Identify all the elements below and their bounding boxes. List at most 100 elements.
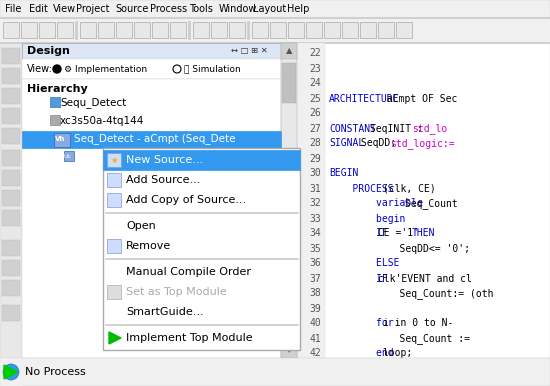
Text: SIGNAL: SIGNAL: [329, 139, 364, 149]
Bar: [105, 324, 298, 325]
Bar: [134, 22, 150, 38]
Bar: [306, 22, 322, 38]
Bar: [270, 22, 286, 38]
Bar: [2, 108, 20, 124]
Text: loop;: loop;: [377, 349, 412, 359]
Bar: [0, 0, 550, 18]
Bar: [360, 22, 376, 38]
Text: 30: 30: [309, 169, 321, 178]
Text: 📷 Simulation: 📷 Simulation: [184, 64, 241, 73]
Text: 36: 36: [309, 259, 321, 269]
Bar: [75, 21, 77, 39]
Bar: [103, 150, 300, 170]
Bar: [107, 239, 121, 253]
Bar: [2, 88, 20, 104]
Text: std_lo: std_lo: [411, 123, 447, 134]
Bar: [105, 258, 298, 259]
Bar: [0, 42, 550, 43]
Text: View:: View:: [27, 64, 53, 74]
Text: Hierarchy: Hierarchy: [27, 84, 88, 94]
Text: Vh: Vh: [55, 136, 65, 142]
Text: 33: 33: [309, 213, 321, 223]
Text: 38: 38: [309, 288, 321, 298]
Text: begin: begin: [329, 213, 405, 223]
Text: 34: 34: [309, 229, 321, 239]
Text: std_logic:=: std_logic:=: [390, 138, 454, 149]
Bar: [22, 131, 281, 148]
Circle shape: [3, 364, 19, 380]
Bar: [2, 210, 20, 226]
Bar: [297, 43, 325, 358]
Bar: [116, 22, 132, 38]
Bar: [98, 22, 114, 38]
Text: ▲: ▲: [286, 46, 292, 56]
Text: 41: 41: [309, 334, 321, 344]
Text: 37: 37: [309, 274, 321, 283]
Bar: [64, 151, 74, 161]
Bar: [103, 148, 300, 350]
Text: No Process: No Process: [25, 367, 86, 377]
Text: 31: 31: [309, 183, 321, 193]
Bar: [2, 68, 20, 84]
Text: Tools: Tools: [189, 4, 213, 14]
Text: ★: ★: [110, 156, 118, 164]
Text: ▼: ▼: [286, 345, 292, 354]
Text: 28: 28: [309, 139, 321, 149]
Bar: [281, 43, 297, 358]
Text: i in 0 to N-: i in 0 to N-: [377, 318, 453, 328]
Bar: [2, 150, 20, 166]
Text: Add Source...: Add Source...: [126, 175, 200, 185]
Text: Seq_Detect - aCmpt (Seq_Dete: Seq_Detect - aCmpt (Seq_Dete: [74, 134, 235, 144]
Text: ARCHITECTURE: ARCHITECTURE: [329, 93, 399, 103]
Bar: [2, 240, 20, 256]
Text: variable: variable: [329, 198, 423, 208]
Text: Edit: Edit: [29, 4, 48, 14]
Bar: [2, 128, 20, 144]
Text: BEGIN: BEGIN: [329, 169, 359, 178]
Bar: [80, 22, 96, 38]
Bar: [50, 115, 60, 125]
Bar: [211, 22, 227, 38]
Bar: [105, 212, 298, 213]
Text: 27: 27: [309, 124, 321, 134]
Bar: [22, 43, 281, 358]
Text: 25: 25: [309, 93, 321, 103]
Bar: [252, 22, 268, 38]
Bar: [247, 21, 249, 39]
Circle shape: [54, 66, 60, 72]
Bar: [229, 22, 245, 38]
Text: New Source...: New Source...: [126, 155, 203, 165]
Text: CONSTANT: CONSTANT: [329, 124, 376, 134]
Circle shape: [53, 65, 61, 73]
Bar: [3, 22, 19, 38]
Bar: [0, 358, 550, 386]
Text: SeqDD<= '0';: SeqDD<= '0';: [329, 244, 470, 254]
Bar: [297, 43, 550, 358]
Text: Implement Top Module: Implement Top Module: [126, 333, 252, 343]
Text: Remove: Remove: [126, 241, 171, 251]
Bar: [2, 170, 20, 186]
Text: Process: Process: [150, 4, 187, 14]
Bar: [2, 280, 20, 296]
Polygon shape: [4, 365, 18, 379]
Bar: [152, 22, 168, 38]
Bar: [22, 43, 281, 59]
Bar: [281, 342, 297, 358]
Bar: [282, 63, 296, 103]
Bar: [22, 59, 281, 79]
Text: end: end: [329, 349, 394, 359]
Text: Window: Window: [218, 4, 257, 14]
Bar: [193, 22, 209, 38]
Text: IF: IF: [329, 229, 388, 239]
Text: ⚙ Implementation: ⚙ Implementation: [64, 64, 147, 73]
Circle shape: [173, 65, 181, 73]
Text: (clk, CE): (clk, CE): [377, 183, 436, 193]
Bar: [57, 22, 73, 38]
Text: Layout: Layout: [252, 4, 286, 14]
Text: Help: Help: [287, 4, 309, 14]
Text: Seq_Count: Seq_Count: [399, 198, 458, 209]
Text: SmartGuide...: SmartGuide...: [126, 307, 204, 317]
Bar: [0, 358, 22, 386]
Text: Seq_Count:= (oth: Seq_Count:= (oth: [329, 288, 493, 299]
Bar: [2, 305, 20, 321]
